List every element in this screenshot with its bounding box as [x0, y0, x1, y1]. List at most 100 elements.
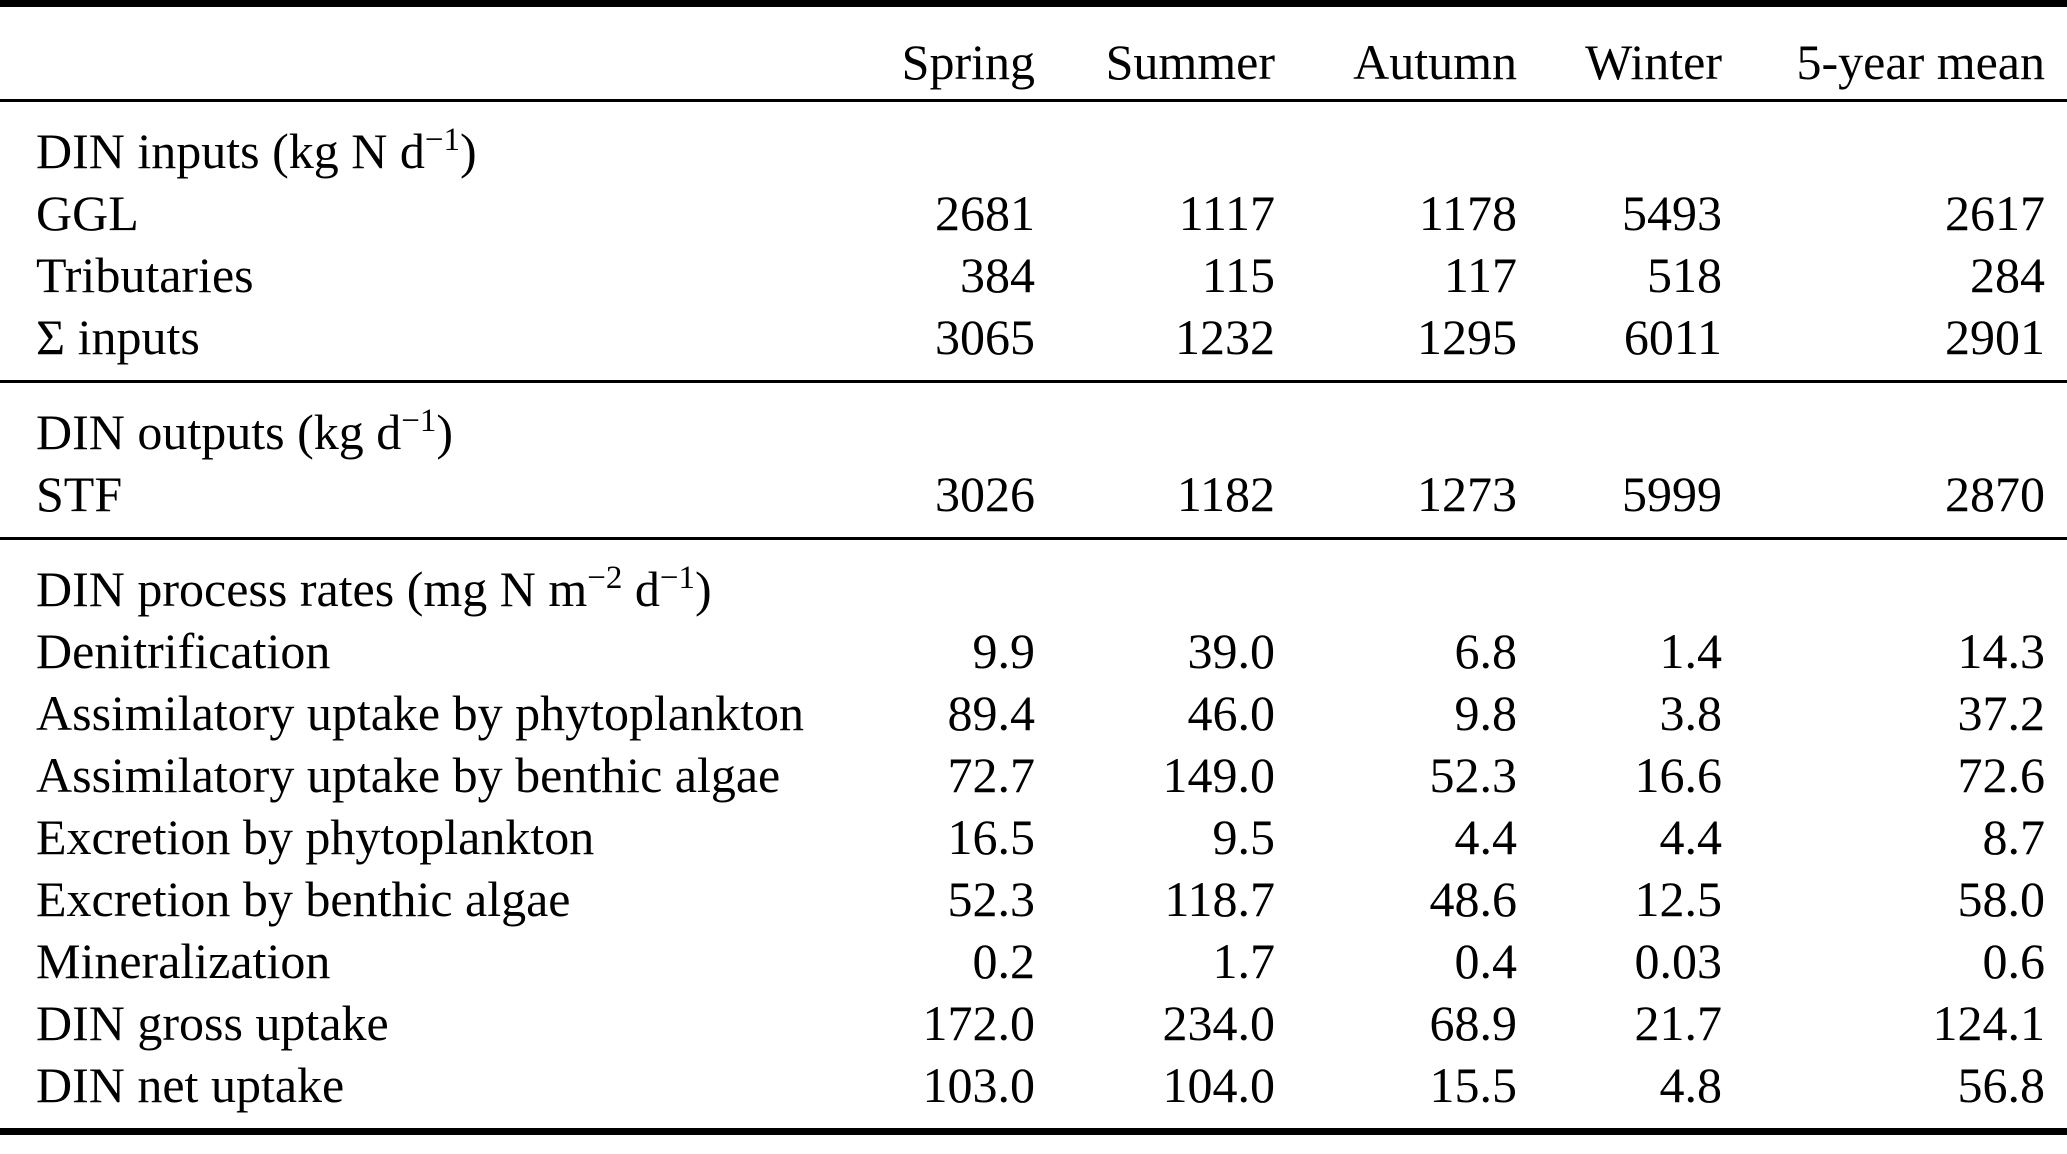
cell-mean: 2901: [1945, 309, 2045, 365]
column-header-empty: [0, 4, 850, 101]
section-header-text: ): [695, 561, 712, 617]
cell-mean: 284: [1970, 247, 2045, 303]
table-row-tributaries: Tributaries 384 115 117 518 284: [0, 244, 2067, 306]
cell-mean: 124.1: [1932, 995, 2046, 1051]
cell-spring: 72.7: [947, 747, 1036, 803]
cell-summer: 234.0: [1162, 995, 1276, 1051]
cell-summer: 1117: [1178, 185, 1275, 241]
row-label: Excretion by benthic algae: [36, 871, 571, 927]
cell-autumn: 9.8: [1454, 685, 1518, 741]
cell-autumn: 0.4: [1454, 933, 1518, 989]
cell-mean: 2617: [1945, 185, 2045, 241]
row-label: Σ inputs: [36, 309, 200, 365]
column-header-row: Spring Summer Autumn Winter 5-year mean: [0, 4, 2067, 101]
section-din-inputs: DIN inputs (kg N d−1) GGL 2681 1117 1178…: [0, 101, 2067, 382]
cell-mean: 58.0: [1957, 871, 2046, 927]
cell-winter: 1.4: [1659, 623, 1723, 679]
section-header-row: DIN inputs (kg N d−1): [0, 101, 2067, 183]
cell-spring: 52.3: [947, 871, 1036, 927]
cell-summer: 1.7: [1212, 933, 1276, 989]
column-header-winter: Winter: [1585, 34, 1722, 90]
cell-autumn: 52.3: [1429, 747, 1518, 803]
row-label: Mineralization: [36, 933, 331, 989]
cell-winter: 16.6: [1634, 747, 1723, 803]
table-row-assimilatory-uptake-phytoplankton: Assimilatory uptake by phytoplankton 89.…: [0, 682, 2067, 744]
row-label: Assimilatory uptake by benthic algae: [36, 747, 781, 803]
section-header-din-process-rates: DIN process rates (mg N m−2 d−1): [0, 539, 2067, 621]
unit-superscript: −1: [424, 121, 460, 158]
cell-autumn: 4.4: [1454, 809, 1518, 865]
row-label: Tributaries: [36, 247, 254, 303]
row-label: STF: [36, 466, 123, 522]
table-row-din-gross-uptake: DIN gross uptake 172.0 234.0 68.9 21.7 1…: [0, 992, 2067, 1054]
table-row-stf: STF 3026 1182 1273 5999 2870: [0, 463, 2067, 539]
table-row-mineralization: Mineralization 0.2 1.7 0.4 0.03 0.6: [0, 930, 2067, 992]
cell-autumn: 48.6: [1429, 871, 1518, 927]
section-header-row: DIN process rates (mg N m−2 d−1): [0, 539, 2067, 621]
unit-superscript: −2: [587, 559, 623, 596]
column-header-5-year-mean: 5-year mean: [1796, 34, 2045, 90]
section-header-text: DIN outputs (kg d: [36, 404, 402, 460]
cell-winter: 0.03: [1634, 933, 1723, 989]
unit-superscript: −1: [401, 402, 437, 439]
cell-spring: 16.5: [947, 809, 1036, 865]
row-label: DIN net uptake: [36, 1057, 345, 1113]
cell-autumn: 1178: [1418, 185, 1517, 241]
cell-winter: 6011: [1623, 309, 1722, 365]
cell-autumn: 1273: [1417, 466, 1517, 522]
cell-summer: 149.0: [1162, 747, 1276, 803]
table-row-excretion-benthic-algae: Excretion by benthic algae 52.3 118.7 48…: [0, 868, 2067, 930]
section-header-text: DIN inputs (kg N d: [36, 123, 425, 179]
row-label: Assimilatory uptake by phytoplankton: [36, 685, 804, 741]
cell-summer: 1232: [1175, 309, 1275, 365]
section-din-process-rates: DIN process rates (mg N m−2 d−1) Denitri…: [0, 539, 2067, 1132]
cell-spring: 172.0: [922, 995, 1036, 1051]
cell-winter: 12.5: [1634, 871, 1723, 927]
cell-spring: 3065: [935, 309, 1035, 365]
cell-summer: 46.0: [1187, 685, 1276, 741]
row-label: Denitrification: [36, 623, 331, 679]
cell-autumn: 117: [1443, 247, 1517, 303]
cell-spring: 89.4: [947, 685, 1036, 741]
cell-spring: 0.2: [972, 933, 1036, 989]
column-header-summer: Summer: [1105, 34, 1275, 90]
cell-mean: 0.6: [1982, 933, 2046, 989]
cell-autumn: 15.5: [1429, 1057, 1518, 1113]
section-header-text: d: [622, 561, 660, 617]
cell-spring: 384: [960, 247, 1035, 303]
table-row-assimilatory-uptake-benthic-algae: Assimilatory uptake by benthic algae 72.…: [0, 744, 2067, 806]
cell-winter: 5999: [1622, 466, 1722, 522]
table-row-sum-inputs: Σ inputs 3065 1232 1295 6011 2901: [0, 306, 2067, 382]
cell-spring: 2681: [935, 185, 1035, 241]
cell-spring: 103.0: [922, 1057, 1036, 1113]
table-row-denitrification: Denitrification 9.9 39.0 6.8 1.4 14.3: [0, 620, 2067, 682]
cell-winter: 3.8: [1659, 685, 1723, 741]
column-header-autumn: Autumn: [1353, 34, 1517, 90]
cell-autumn: 6.8: [1454, 623, 1518, 679]
row-label: Excretion by phytoplankton: [36, 809, 595, 865]
cell-winter: 21.7: [1634, 995, 1723, 1051]
cell-summer: 39.0: [1187, 623, 1276, 679]
section-header-din-outputs: DIN outputs (kg d−1): [0, 382, 2067, 464]
column-header-spring: Spring: [901, 34, 1035, 90]
table-row-ggl: GGL 2681 1117 1178 5493 2617: [0, 182, 2067, 244]
cell-summer: 9.5: [1212, 809, 1276, 865]
section-header-text: ): [460, 123, 477, 179]
cell-winter: 518: [1647, 247, 1722, 303]
cell-mean: 2870: [1945, 466, 2045, 522]
cell-summer: 118.7: [1164, 871, 1275, 927]
cell-autumn: 68.9: [1429, 995, 1518, 1051]
table-row-excretion-phytoplankton: Excretion by phytoplankton 16.5 9.5 4.4 …: [0, 806, 2067, 868]
row-label: GGL: [36, 185, 139, 241]
cell-mean: 8.7: [1982, 809, 2046, 865]
cell-mean: 37.2: [1957, 685, 2046, 741]
cell-winter: 5493: [1622, 185, 1722, 241]
cell-winter: 4.8: [1659, 1057, 1723, 1113]
cell-summer: 115: [1201, 247, 1275, 303]
cell-mean: 72.6: [1957, 747, 2046, 803]
section-header-text: DIN process rates (mg N m: [36, 561, 588, 617]
cell-autumn: 1295: [1417, 309, 1517, 365]
section-header-row: DIN outputs (kg d−1): [0, 382, 2067, 464]
cell-spring: 3026: [935, 466, 1035, 522]
